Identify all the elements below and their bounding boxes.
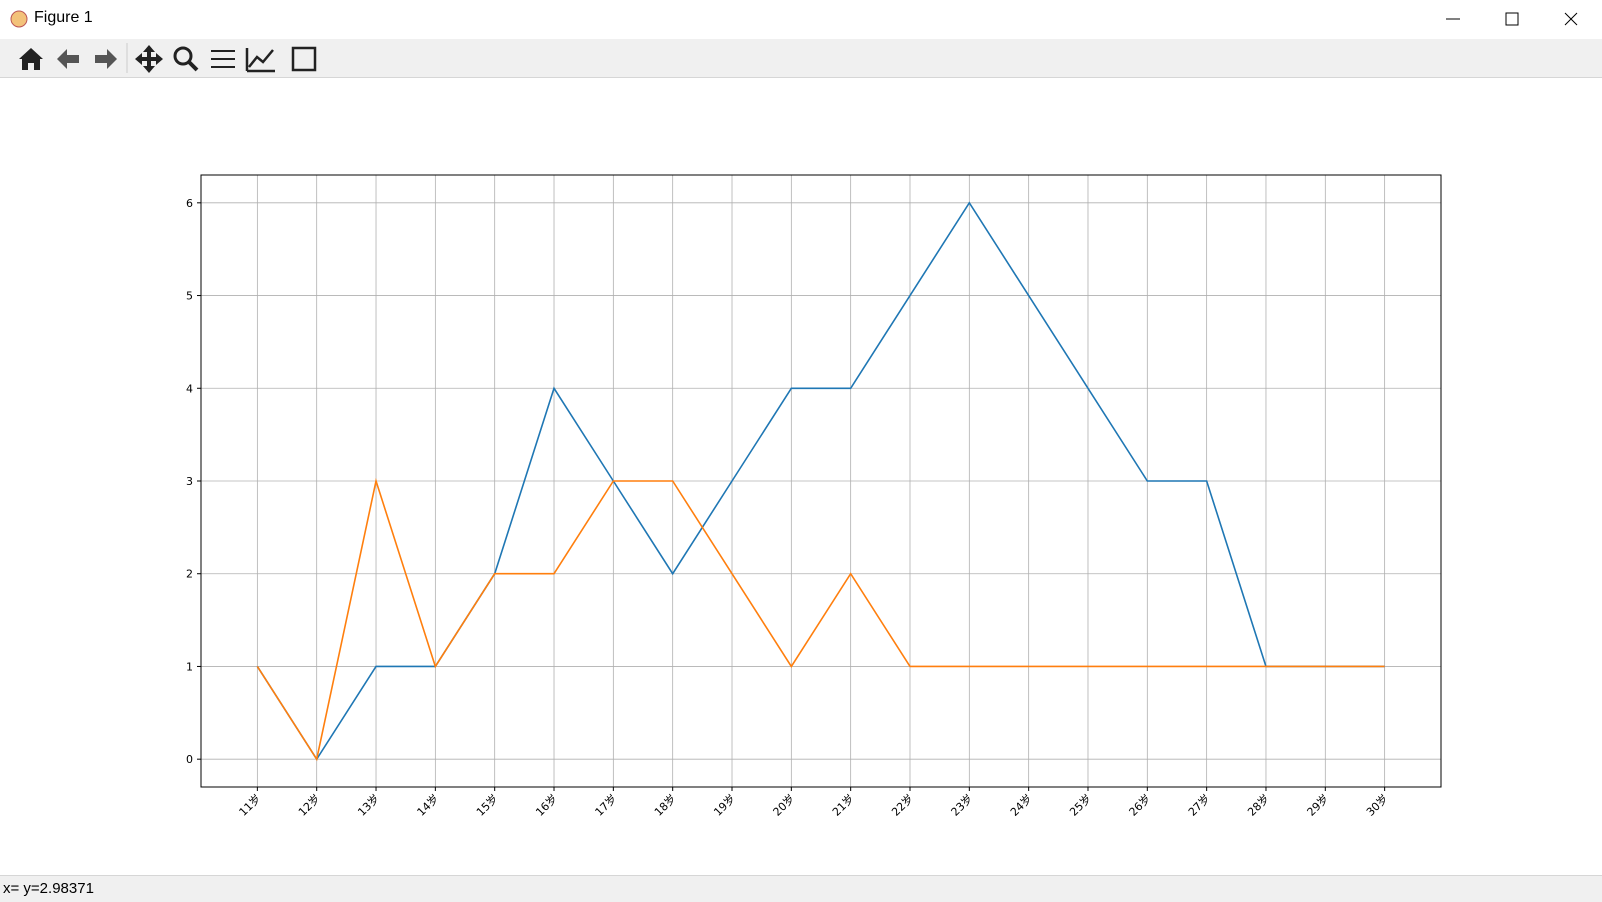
x-tick-label: 19岁 bbox=[711, 791, 739, 819]
pan-button[interactable] bbox=[135, 45, 163, 73]
x-tick-label: 21岁 bbox=[829, 791, 857, 819]
y-tick-label: 6 bbox=[186, 197, 193, 210]
x-tick-label: 30岁 bbox=[1363, 791, 1391, 819]
toolbar-icons bbox=[19, 43, 317, 73]
x-tick-label: 11岁 bbox=[236, 791, 264, 819]
x-tick-label: 23岁 bbox=[948, 791, 976, 819]
x-tick-label: 20岁 bbox=[770, 791, 798, 819]
x-tick-label: 28岁 bbox=[1245, 791, 1273, 819]
y-tick-label: 0 bbox=[186, 753, 193, 766]
title-icons bbox=[10, 10, 1578, 28]
toolbar bbox=[0, 39, 1602, 78]
x-tick-label: 18岁 bbox=[651, 791, 679, 819]
x-tick-label: 15岁 bbox=[473, 791, 501, 819]
x-tick-label: 27岁 bbox=[1185, 791, 1213, 819]
y-tick-label: 4 bbox=[186, 382, 193, 395]
app-icon bbox=[10, 10, 28, 28]
status-text: x= y=2.98371 bbox=[3, 880, 94, 897]
close[interactable] bbox=[1564, 12, 1578, 26]
x-tick-label: 17岁 bbox=[592, 791, 620, 819]
chart: 0 1 2 3 4 5 6 11岁 12岁 13岁 14岁 15岁 16岁 17岁 18岁 19岁 20岁 21岁… bbox=[186, 174, 1442, 819]
y-tick-label: 2 bbox=[186, 568, 193, 581]
y-tick-label: 3 bbox=[186, 475, 193, 488]
maximize[interactable] bbox=[1505, 12, 1519, 26]
x-tick-label: 16岁 bbox=[533, 791, 561, 819]
line bbox=[256, 477, 1385, 762]
y-tick-label: 5 bbox=[186, 290, 193, 303]
axes-frame bbox=[200, 174, 1442, 788]
forward-button[interactable] bbox=[95, 49, 117, 69]
save-button[interactable] bbox=[291, 46, 317, 72]
x-tick-label: 29岁 bbox=[1304, 791, 1332, 819]
back-button[interactable] bbox=[57, 49, 79, 69]
x-tick-label: 24岁 bbox=[1007, 791, 1035, 819]
zoom-button[interactable] bbox=[173, 46, 193, 66]
configure-button[interactable] bbox=[211, 50, 235, 68]
x-tick-label: 12岁 bbox=[295, 791, 323, 819]
x-tick-label: 13岁 bbox=[355, 791, 383, 819]
title-bar: Figure 1 bbox=[0, 0, 1602, 39]
y-tick-label: 1 bbox=[186, 660, 193, 673]
status-bar: x= y=2.98371 bbox=[0, 875, 1602, 902]
x-tick-label: 25岁 bbox=[1067, 791, 1095, 819]
x-tick-label: 22岁 bbox=[889, 791, 917, 819]
x-tick-label: 26岁 bbox=[1126, 791, 1154, 819]
edit-button[interactable] bbox=[245, 48, 275, 73]
home-button[interactable] bbox=[19, 48, 43, 70]
window-title: Figure 1 bbox=[34, 9, 93, 26]
x-tick-label: 14岁 bbox=[414, 791, 442, 819]
